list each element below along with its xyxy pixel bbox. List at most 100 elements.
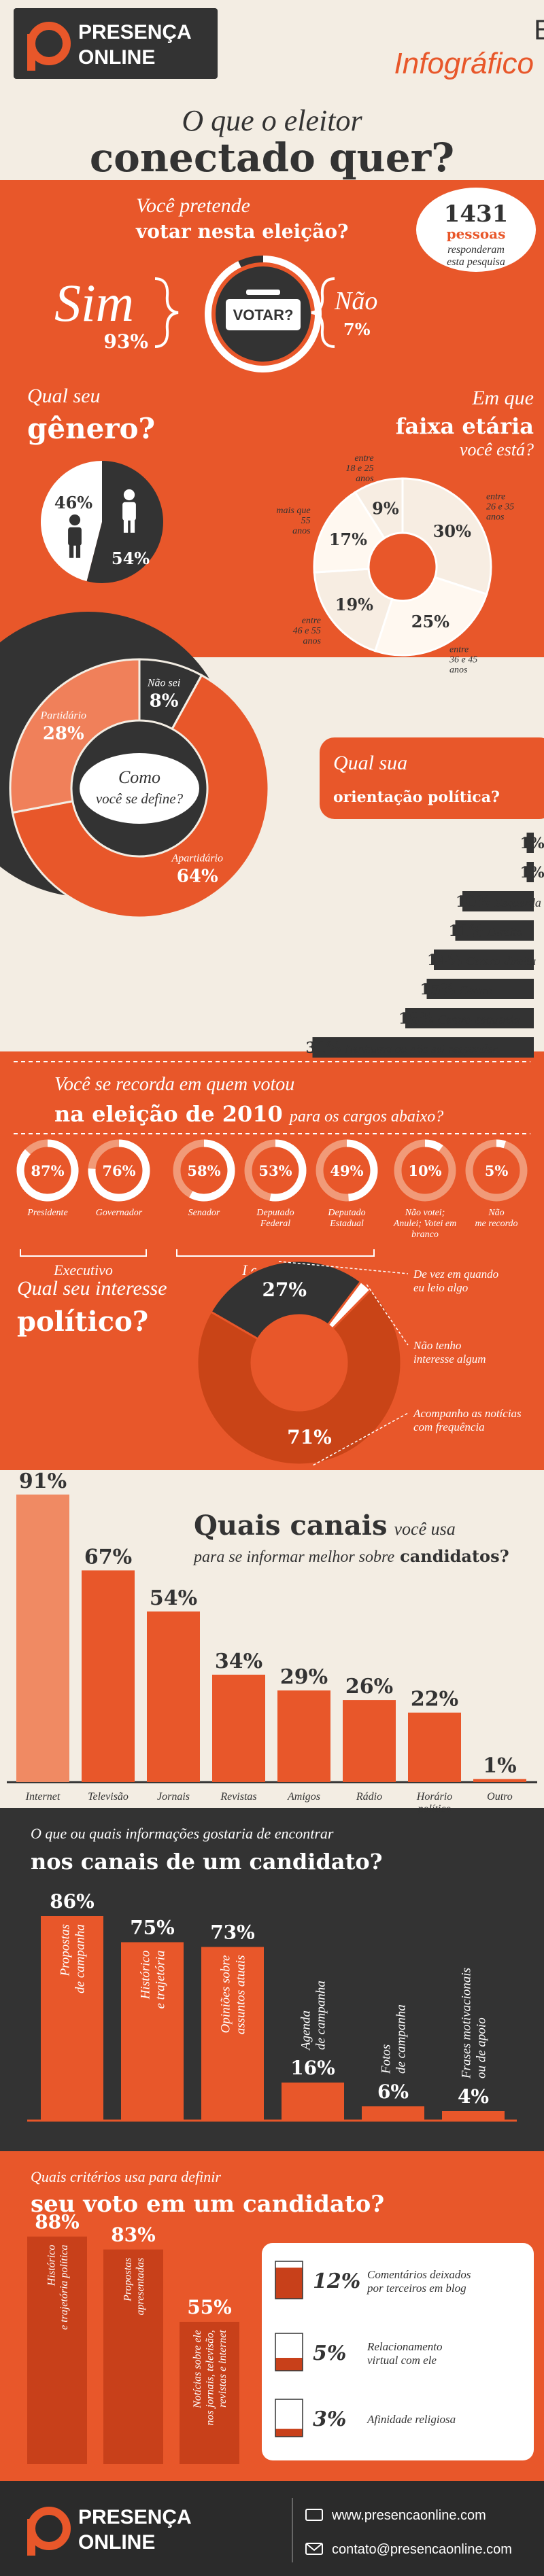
panel [262, 2243, 534, 2460]
label: mais que [276, 506, 310, 516]
ring-arc [424, 1139, 443, 1152]
person-icon [123, 489, 135, 501]
question: Como [118, 767, 160, 787]
value-label: 87% [31, 1162, 64, 1179]
label: ONLINE [78, 46, 155, 69]
label: Anulei; Votei em [393, 1219, 457, 1229]
section-title: Quais canais você usa [194, 1510, 456, 1542]
label: entre [449, 644, 469, 655]
ring-arc [189, 1139, 235, 1202]
bar [462, 891, 534, 911]
section-title: para se informar melhor sobre candidatos? [192, 1546, 509, 1566]
value-label: 53% [258, 1162, 292, 1179]
ring-arc [269, 1139, 307, 1202]
respondents-bubble [416, 188, 536, 272]
logo-mark [27, 34, 35, 71]
value-label: 4% [458, 2085, 489, 2108]
bar-frame [275, 2399, 303, 2437]
bar [275, 2358, 303, 2371]
bar [408, 1712, 461, 1782]
question: na eleição de 2010 para os cargos abaixo? [54, 1101, 443, 1127]
value-label: 67% [84, 1545, 132, 1569]
label: eu leio algo [413, 1281, 468, 1294]
label: e trajetória [154, 1951, 168, 2009]
bar-label: 11% Direita [449, 922, 523, 940]
label: virtual com ele [367, 2354, 437, 2367]
label: candidatos? [400, 1546, 509, 1566]
label: De vez em quando [413, 1268, 498, 1281]
value-label: 30% [433, 521, 471, 541]
label: Horário [416, 1791, 452, 1803]
question: Em que [471, 387, 534, 409]
mail-icon [305, 2543, 323, 2555]
label: revistas e internet [217, 2329, 228, 2407]
section-title: Quais critérios usa para definir [31, 2168, 221, 2185]
bar [212, 1674, 265, 1782]
value-label: 54% [112, 549, 150, 568]
interest-segment [209, 1259, 362, 1341]
label: pessoas [447, 226, 506, 242]
value-label: 11% [449, 922, 484, 940]
label: entre [302, 616, 321, 626]
section-background [320, 737, 544, 819]
label: VOTAR? [233, 307, 294, 324]
label: entre [354, 453, 373, 464]
value-label: 93% [103, 330, 148, 353]
bar-label: 31% Nenhuma ou não sei responder [306, 1039, 498, 1057]
label: anos [486, 512, 505, 523]
ring-arc [346, 1139, 378, 1202]
bar-label: 10% Esquerda [456, 893, 541, 911]
label: Partidário [39, 710, 86, 722]
value-label: 14% [427, 952, 462, 969]
value-label: 10% [456, 893, 491, 911]
value-label: 34% [215, 1650, 262, 1673]
group-bracket [20, 1249, 147, 1257]
bar [275, 2267, 303, 2299]
value-label: 16% [290, 2057, 335, 2079]
label: de campanha [73, 1924, 88, 1994]
bar-frame [275, 2261, 303, 2299]
label: Nenhuma ou não sei responder [344, 1042, 498, 1056]
ring-arc [496, 1139, 507, 1149]
value-label: 88% [35, 2211, 80, 2233]
label: entre [486, 492, 505, 502]
email: contato@presencaonline.com [332, 2542, 512, 2557]
value-label: 6% [377, 2081, 409, 2103]
label: 46 e 55 [293, 626, 321, 636]
label: de campanha [394, 2004, 409, 2074]
value-label: 10% [408, 1162, 441, 1179]
label: Acompanho as notícias [413, 1407, 522, 1420]
bar [275, 2429, 303, 2437]
value-label: 29% [280, 1665, 328, 1689]
label: ONLINE [78, 2531, 155, 2554]
person-icon [122, 502, 136, 521]
value-label: 31% [306, 1039, 341, 1057]
person-icon [123, 519, 129, 533]
bar [455, 920, 534, 941]
label: Revistas [220, 1791, 256, 1803]
bar-label: 1%Extrema esquerda [520, 864, 544, 882]
value-label: 5% [313, 2342, 346, 2365]
label: nos jornais, televisão, [205, 2330, 216, 2425]
question: Qual seu [27, 385, 101, 407]
section-background [0, 1051, 544, 1470]
label: de campanha [314, 1981, 328, 2050]
value-label: 86% [50, 1890, 95, 1913]
label: com frequência [413, 1421, 485, 1433]
value-label: 58% [187, 1162, 220, 1179]
bar [282, 2083, 344, 2121]
definition-segment [11, 674, 270, 919]
label: para se informar melhor sobre [192, 1548, 394, 1566]
label: Direita [487, 925, 522, 939]
label: ou de apoio [475, 2017, 489, 2078]
label: Histórico [139, 1951, 153, 2000]
bar [103, 2249, 163, 2464]
bar [82, 1570, 135, 1782]
label: Propostas [58, 1924, 73, 1977]
label: Não [334, 287, 377, 315]
label: Deputado [327, 1208, 365, 1218]
label: Amigos [287, 1791, 320, 1803]
value-label: 25% [411, 612, 449, 631]
question: para os cargos abaixo? [288, 1108, 443, 1126]
person-icon [75, 544, 81, 558]
